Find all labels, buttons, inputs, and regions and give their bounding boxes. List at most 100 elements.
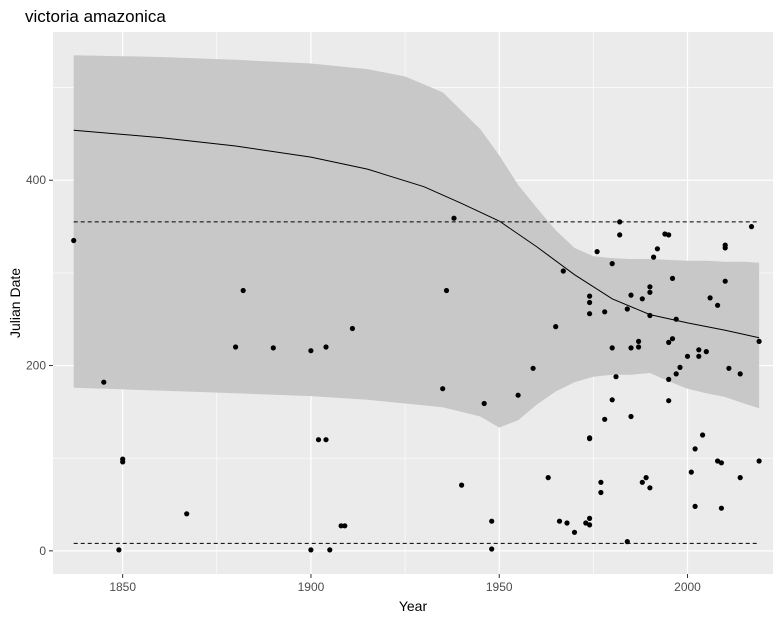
- data-point: [647, 284, 653, 290]
- y-axis: 0 200 400: [26, 173, 53, 558]
- data-point: [666, 398, 672, 404]
- data-point: [233, 344, 239, 350]
- x-axis-title: Year: [399, 598, 428, 614]
- data-point: [560, 268, 566, 274]
- x-tick-label: 1850: [109, 580, 136, 594]
- data-point: [756, 338, 762, 344]
- x-axis: 1850 1900 1950 2000: [109, 574, 701, 594]
- y-axis-title: Julian Date: [7, 268, 23, 338]
- y-tick-label: 400: [26, 173, 46, 187]
- data-point: [613, 374, 619, 380]
- data-point: [440, 386, 446, 392]
- data-point: [666, 232, 672, 238]
- data-point: [718, 460, 725, 466]
- data-point: [594, 249, 600, 255]
- data-point: [628, 345, 634, 351]
- data-point: [643, 475, 649, 481]
- data-point: [587, 299, 593, 306]
- data-point: [308, 348, 314, 354]
- bound-lines-layer: [73, 221, 760, 544]
- data-point: [756, 458, 762, 464]
- data-point: [636, 338, 642, 344]
- data-point: [722, 245, 728, 251]
- data-point: [666, 376, 672, 382]
- data-point: [737, 371, 743, 377]
- data-point: [651, 254, 657, 260]
- data-point: [718, 505, 725, 511]
- data-point: [553, 324, 559, 330]
- data-point: [564, 520, 570, 526]
- data-point: [481, 400, 487, 407]
- data-point: [654, 246, 661, 252]
- x-tick-label: 1900: [298, 580, 325, 594]
- data-point: [459, 482, 465, 488]
- data-point: [101, 379, 107, 385]
- x-tick-label: 1950: [486, 580, 513, 594]
- data-point: [116, 547, 122, 553]
- data-point: [323, 437, 329, 443]
- data-point: [666, 339, 672, 345]
- data-point: [315, 437, 322, 443]
- data-point: [587, 522, 593, 528]
- data-point: [624, 306, 630, 312]
- data-point: [556, 518, 563, 524]
- data-point: [120, 456, 126, 462]
- data-point: [71, 237, 77, 244]
- data-point: [669, 336, 676, 342]
- data-point: [323, 344, 329, 350]
- y-tick-label: 200: [26, 359, 46, 373]
- data-point: [342, 523, 348, 529]
- data-point: [489, 546, 495, 552]
- data-point: [703, 349, 709, 355]
- data-point: [636, 344, 642, 350]
- data-point: [748, 224, 755, 230]
- data-point: [624, 539, 630, 545]
- data-point: [692, 503, 698, 509]
- data-point: [639, 296, 645, 302]
- data-point: [609, 345, 615, 351]
- data-point: [669, 275, 676, 281]
- data-point: [647, 289, 653, 295]
- data-point: [609, 261, 615, 267]
- data-point: [700, 432, 706, 438]
- data-point: [696, 347, 702, 353]
- data-point: [617, 232, 623, 238]
- data-point: [628, 292, 634, 298]
- data-point: [545, 475, 551, 481]
- data-point: [587, 293, 593, 299]
- data-point: [617, 219, 623, 225]
- data-point: [587, 515, 593, 522]
- data-point: [451, 215, 457, 221]
- data-point: [737, 475, 743, 481]
- data-point: [598, 489, 604, 496]
- data-point: [692, 446, 698, 452]
- data-point: [530, 365, 536, 371]
- data-point: [489, 518, 495, 524]
- data-point: [647, 485, 653, 491]
- data-point: [696, 353, 702, 359]
- data-point: [722, 278, 728, 284]
- data-point: [677, 364, 683, 370]
- data-point: [673, 371, 679, 377]
- chart-title: victoria amazonica: [25, 7, 166, 26]
- data-point: [609, 397, 615, 403]
- data-point: [707, 295, 713, 301]
- data-point: [587, 436, 593, 442]
- data-point: [308, 547, 314, 553]
- data-point: [602, 416, 608, 422]
- data-point: [184, 511, 190, 517]
- data-point: [338, 523, 344, 529]
- data-point: [270, 345, 276, 351]
- data-point: [602, 309, 608, 315]
- data-point: [684, 353, 691, 359]
- data-point: [726, 365, 732, 371]
- data-point: [515, 392, 521, 398]
- data-point: [688, 469, 694, 475]
- data-point: [647, 312, 653, 319]
- data-point: [673, 316, 679, 322]
- data-point: [443, 287, 450, 294]
- data-point: [349, 325, 355, 332]
- y-tick-label: 0: [39, 544, 46, 558]
- confidence-ribbon-layer: [73, 55, 760, 428]
